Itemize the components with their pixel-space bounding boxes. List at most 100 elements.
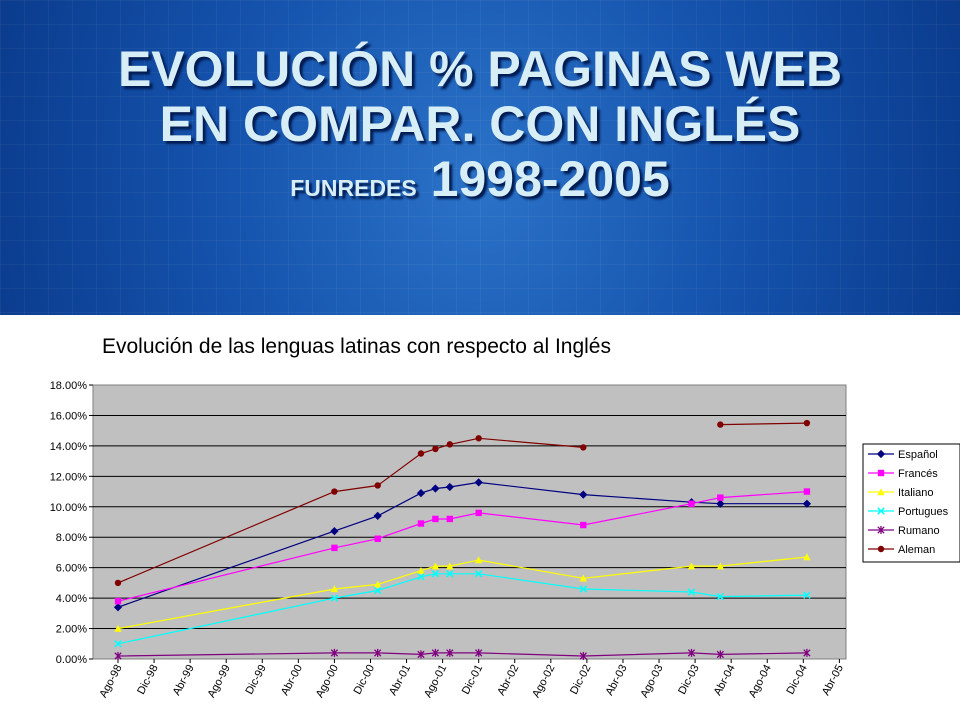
data-point bbox=[417, 567, 425, 574]
data-point bbox=[474, 556, 483, 564]
legend-entry: Francés bbox=[868, 468, 938, 480]
data-point bbox=[114, 624, 122, 632]
legend-entry: Portugues bbox=[868, 506, 949, 518]
data-point bbox=[417, 520, 425, 527]
chart: Evolución de las lenguas latinas con res… bbox=[0, 315, 960, 720]
data-point bbox=[446, 570, 454, 578]
data-point bbox=[374, 482, 381, 489]
data-point bbox=[876, 449, 886, 459]
data-point bbox=[687, 562, 696, 570]
chart-title: Evolución de las lenguas latinas con res… bbox=[102, 335, 611, 358]
y-tick-label: 12.00% bbox=[50, 471, 88, 483]
data-point bbox=[579, 651, 587, 660]
data-point bbox=[113, 603, 123, 612]
y-tick-label: 10.00% bbox=[50, 502, 88, 514]
y-tick-label: 18.00% bbox=[50, 380, 88, 392]
data-point bbox=[716, 499, 725, 508]
data-point bbox=[114, 579, 122, 587]
data-point bbox=[716, 562, 725, 570]
data-point bbox=[474, 570, 483, 578]
legend-entry: Rumano bbox=[868, 525, 940, 537]
data-point bbox=[446, 648, 454, 657]
data-point bbox=[432, 515, 439, 523]
data-point bbox=[803, 488, 811, 495]
data-point bbox=[579, 490, 588, 499]
title-line-2: EN COMPAR. CON INGLÉS bbox=[159, 96, 801, 152]
y-tick-label: 16.00% bbox=[50, 410, 88, 422]
data-point bbox=[579, 585, 588, 593]
data-point bbox=[417, 573, 425, 581]
legend-label: Aleman bbox=[898, 544, 935, 556]
data-point bbox=[114, 597, 122, 605]
data-point bbox=[580, 521, 587, 529]
data-point bbox=[803, 553, 811, 561]
title-line-3: FUNREDES 1998-2005 bbox=[0, 152, 960, 207]
data-point bbox=[114, 640, 122, 648]
legend-label: Español bbox=[898, 449, 938, 461]
data-point bbox=[374, 535, 381, 542]
series-4 bbox=[114, 648, 811, 660]
data-point bbox=[474, 478, 483, 487]
legend: Español Francés Italiano Portugues Rumano Ale… bbox=[862, 443, 960, 563]
data-point bbox=[431, 648, 440, 657]
data-point bbox=[475, 509, 482, 517]
data-point bbox=[877, 545, 885, 553]
data-point bbox=[475, 648, 483, 657]
legend-label: Portugues bbox=[898, 506, 949, 518]
y-tick-label: 14.00% bbox=[50, 441, 88, 453]
title-source: FUNREDES bbox=[290, 175, 417, 201]
series-5 bbox=[114, 419, 811, 587]
slide-title: EVOLUCIÓN % PAGINAS WEB EN COMPAR. CON I… bbox=[0, 42, 960, 207]
data-point bbox=[803, 648, 811, 657]
legend-label: Italiano bbox=[898, 487, 933, 499]
series-2 bbox=[114, 553, 811, 632]
data-point bbox=[416, 488, 426, 498]
data-point bbox=[373, 586, 382, 595]
data-point bbox=[373, 511, 382, 521]
data-point bbox=[417, 650, 425, 659]
data-point bbox=[580, 444, 587, 451]
data-point bbox=[417, 450, 425, 457]
data-point bbox=[717, 494, 724, 501]
data-point bbox=[446, 562, 454, 570]
data-point bbox=[431, 562, 440, 570]
data-point bbox=[877, 507, 885, 515]
y-tick-label: 4.00% bbox=[56, 593, 87, 605]
data-point bbox=[687, 648, 696, 657]
data-point bbox=[446, 441, 454, 448]
legend-box bbox=[862, 443, 960, 563]
data-point bbox=[877, 526, 885, 534]
series-3 bbox=[114, 570, 811, 648]
data-point bbox=[114, 651, 122, 660]
data-point bbox=[803, 591, 811, 599]
data-point bbox=[579, 574, 587, 582]
data-point bbox=[687, 588, 696, 596]
series-0 bbox=[113, 478, 812, 612]
data-point bbox=[330, 648, 339, 657]
data-point bbox=[688, 500, 695, 507]
data-point bbox=[330, 594, 339, 602]
title-years: 1998-2005 bbox=[430, 151, 670, 207]
series bbox=[113, 419, 812, 660]
series-1 bbox=[114, 488, 811, 605]
legend-label: Francés bbox=[898, 468, 938, 480]
data-point bbox=[446, 515, 454, 523]
data-point bbox=[331, 544, 338, 552]
y-tick-label: 2.00% bbox=[56, 624, 87, 636]
data-point bbox=[802, 499, 812, 508]
series-line bbox=[117, 422, 807, 584]
data-point bbox=[716, 650, 725, 659]
data-point bbox=[716, 592, 725, 601]
data-point bbox=[877, 488, 885, 496]
plot-area bbox=[92, 384, 847, 660]
data-point bbox=[445, 482, 454, 492]
data-point bbox=[431, 484, 440, 493]
legend-entry: Italiano bbox=[868, 487, 933, 499]
y-tick-label: 6.00% bbox=[56, 563, 87, 575]
legend-entry: Aleman bbox=[868, 544, 935, 556]
data-point bbox=[373, 580, 382, 588]
data-point bbox=[717, 421, 724, 428]
data-point bbox=[330, 585, 339, 593]
y-tick-label: 0.00% bbox=[56, 654, 87, 666]
data-point bbox=[374, 648, 382, 657]
